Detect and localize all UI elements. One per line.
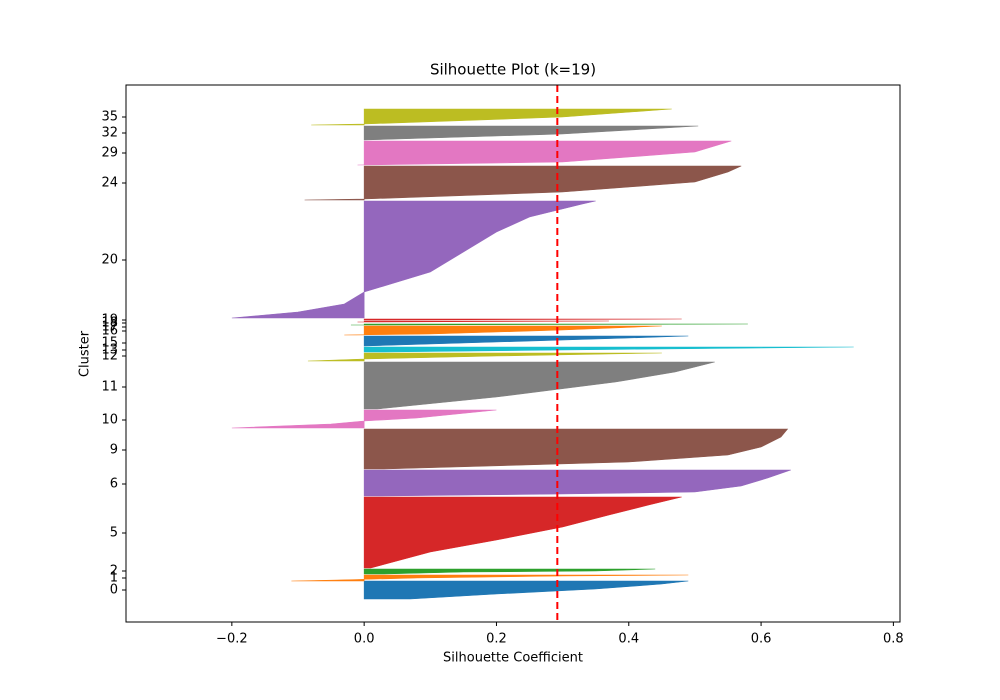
y-tick-label: 17 [101, 320, 118, 335]
cluster-band [350, 323, 748, 326]
cluster-band [363, 428, 789, 470]
cluster-band [231, 200, 596, 319]
y-tick-label: 32 [101, 126, 118, 141]
x-tick-label: 0.4 [618, 632, 639, 647]
cluster-band [363, 361, 715, 410]
x-tick-label: 0.6 [751, 632, 772, 647]
y-tick-label: 20 [101, 253, 118, 268]
chart-title: Silhouette Plot (k=19) [430, 61, 596, 79]
cluster-band [363, 496, 682, 569]
cluster-band [291, 574, 689, 582]
y-tick-label: 18 [101, 316, 118, 331]
x-axis-label: Silhouette Coefficient [443, 651, 583, 666]
y-tick-label: 2 [110, 564, 118, 579]
y-axis-label: Cluster [78, 330, 93, 377]
y-tick-label: 6 [110, 477, 118, 492]
x-tick-label: −0.2 [216, 632, 248, 647]
x-tick-label: 0.2 [486, 632, 507, 647]
y-tick-label: 19 [101, 313, 118, 328]
cluster-band [231, 409, 497, 429]
y-tick-label: 29 [101, 146, 118, 161]
y-tick-label: 1 [110, 571, 118, 586]
cluster-band [363, 580, 689, 600]
cluster-band [304, 165, 742, 201]
y-tick-label: 35 [101, 110, 118, 125]
y-tick-label: 10 [101, 413, 118, 428]
cluster-band [344, 325, 662, 336]
y-tick-label: 12 [101, 349, 118, 364]
cluster-band [357, 320, 609, 323]
cluster-band [311, 108, 672, 126]
plot-frame [125, 84, 901, 623]
cluster-band [363, 568, 656, 575]
cluster-band [363, 346, 854, 353]
y-tick-label: 16 [101, 324, 118, 339]
y-tick-label: 5 [110, 526, 118, 541]
x-tick-label: 0.8 [883, 632, 904, 647]
cluster-band [363, 335, 689, 347]
y-tick-label: 13 [101, 343, 118, 358]
cluster-band [357, 140, 732, 166]
y-tick-label: 9 [110, 443, 118, 458]
x-tick-label: 0.0 [354, 632, 375, 647]
cluster-band [363, 469, 791, 497]
y-tick-label: 0 [110, 583, 118, 598]
cluster-band [363, 318, 682, 321]
y-tick-label: 11 [101, 380, 118, 395]
cluster-band [307, 352, 662, 362]
y-tick-label: 24 [101, 176, 118, 191]
y-tick-label: 15 [101, 336, 118, 351]
cluster-band [363, 125, 699, 141]
